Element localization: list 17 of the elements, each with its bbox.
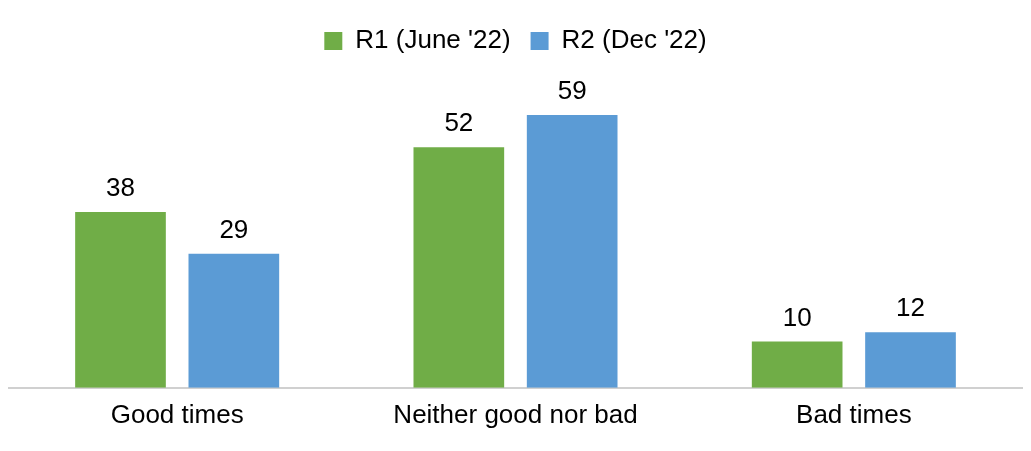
legend-label: R1 (June '22)	[355, 24, 511, 55]
bar	[188, 253, 280, 388]
data-label: 29	[219, 213, 249, 244]
x-tick-label: Good times	[110, 398, 244, 429]
bar	[75, 212, 166, 388]
bar	[526, 114, 618, 388]
bar	[413, 147, 505, 388]
data-label: 12	[896, 292, 925, 323]
data-label: 10	[782, 301, 812, 332]
bar	[865, 332, 956, 388]
bar	[751, 341, 843, 388]
data-label: 52	[444, 107, 474, 138]
x-tick-label: Neither good nor bad	[393, 398, 638, 429]
legend-label: R2 (Dec '22)	[561, 24, 707, 55]
x-tick-label: Bad times	[796, 398, 912, 429]
data-label: 59	[557, 75, 587, 106]
data-label: 38	[106, 172, 135, 203]
